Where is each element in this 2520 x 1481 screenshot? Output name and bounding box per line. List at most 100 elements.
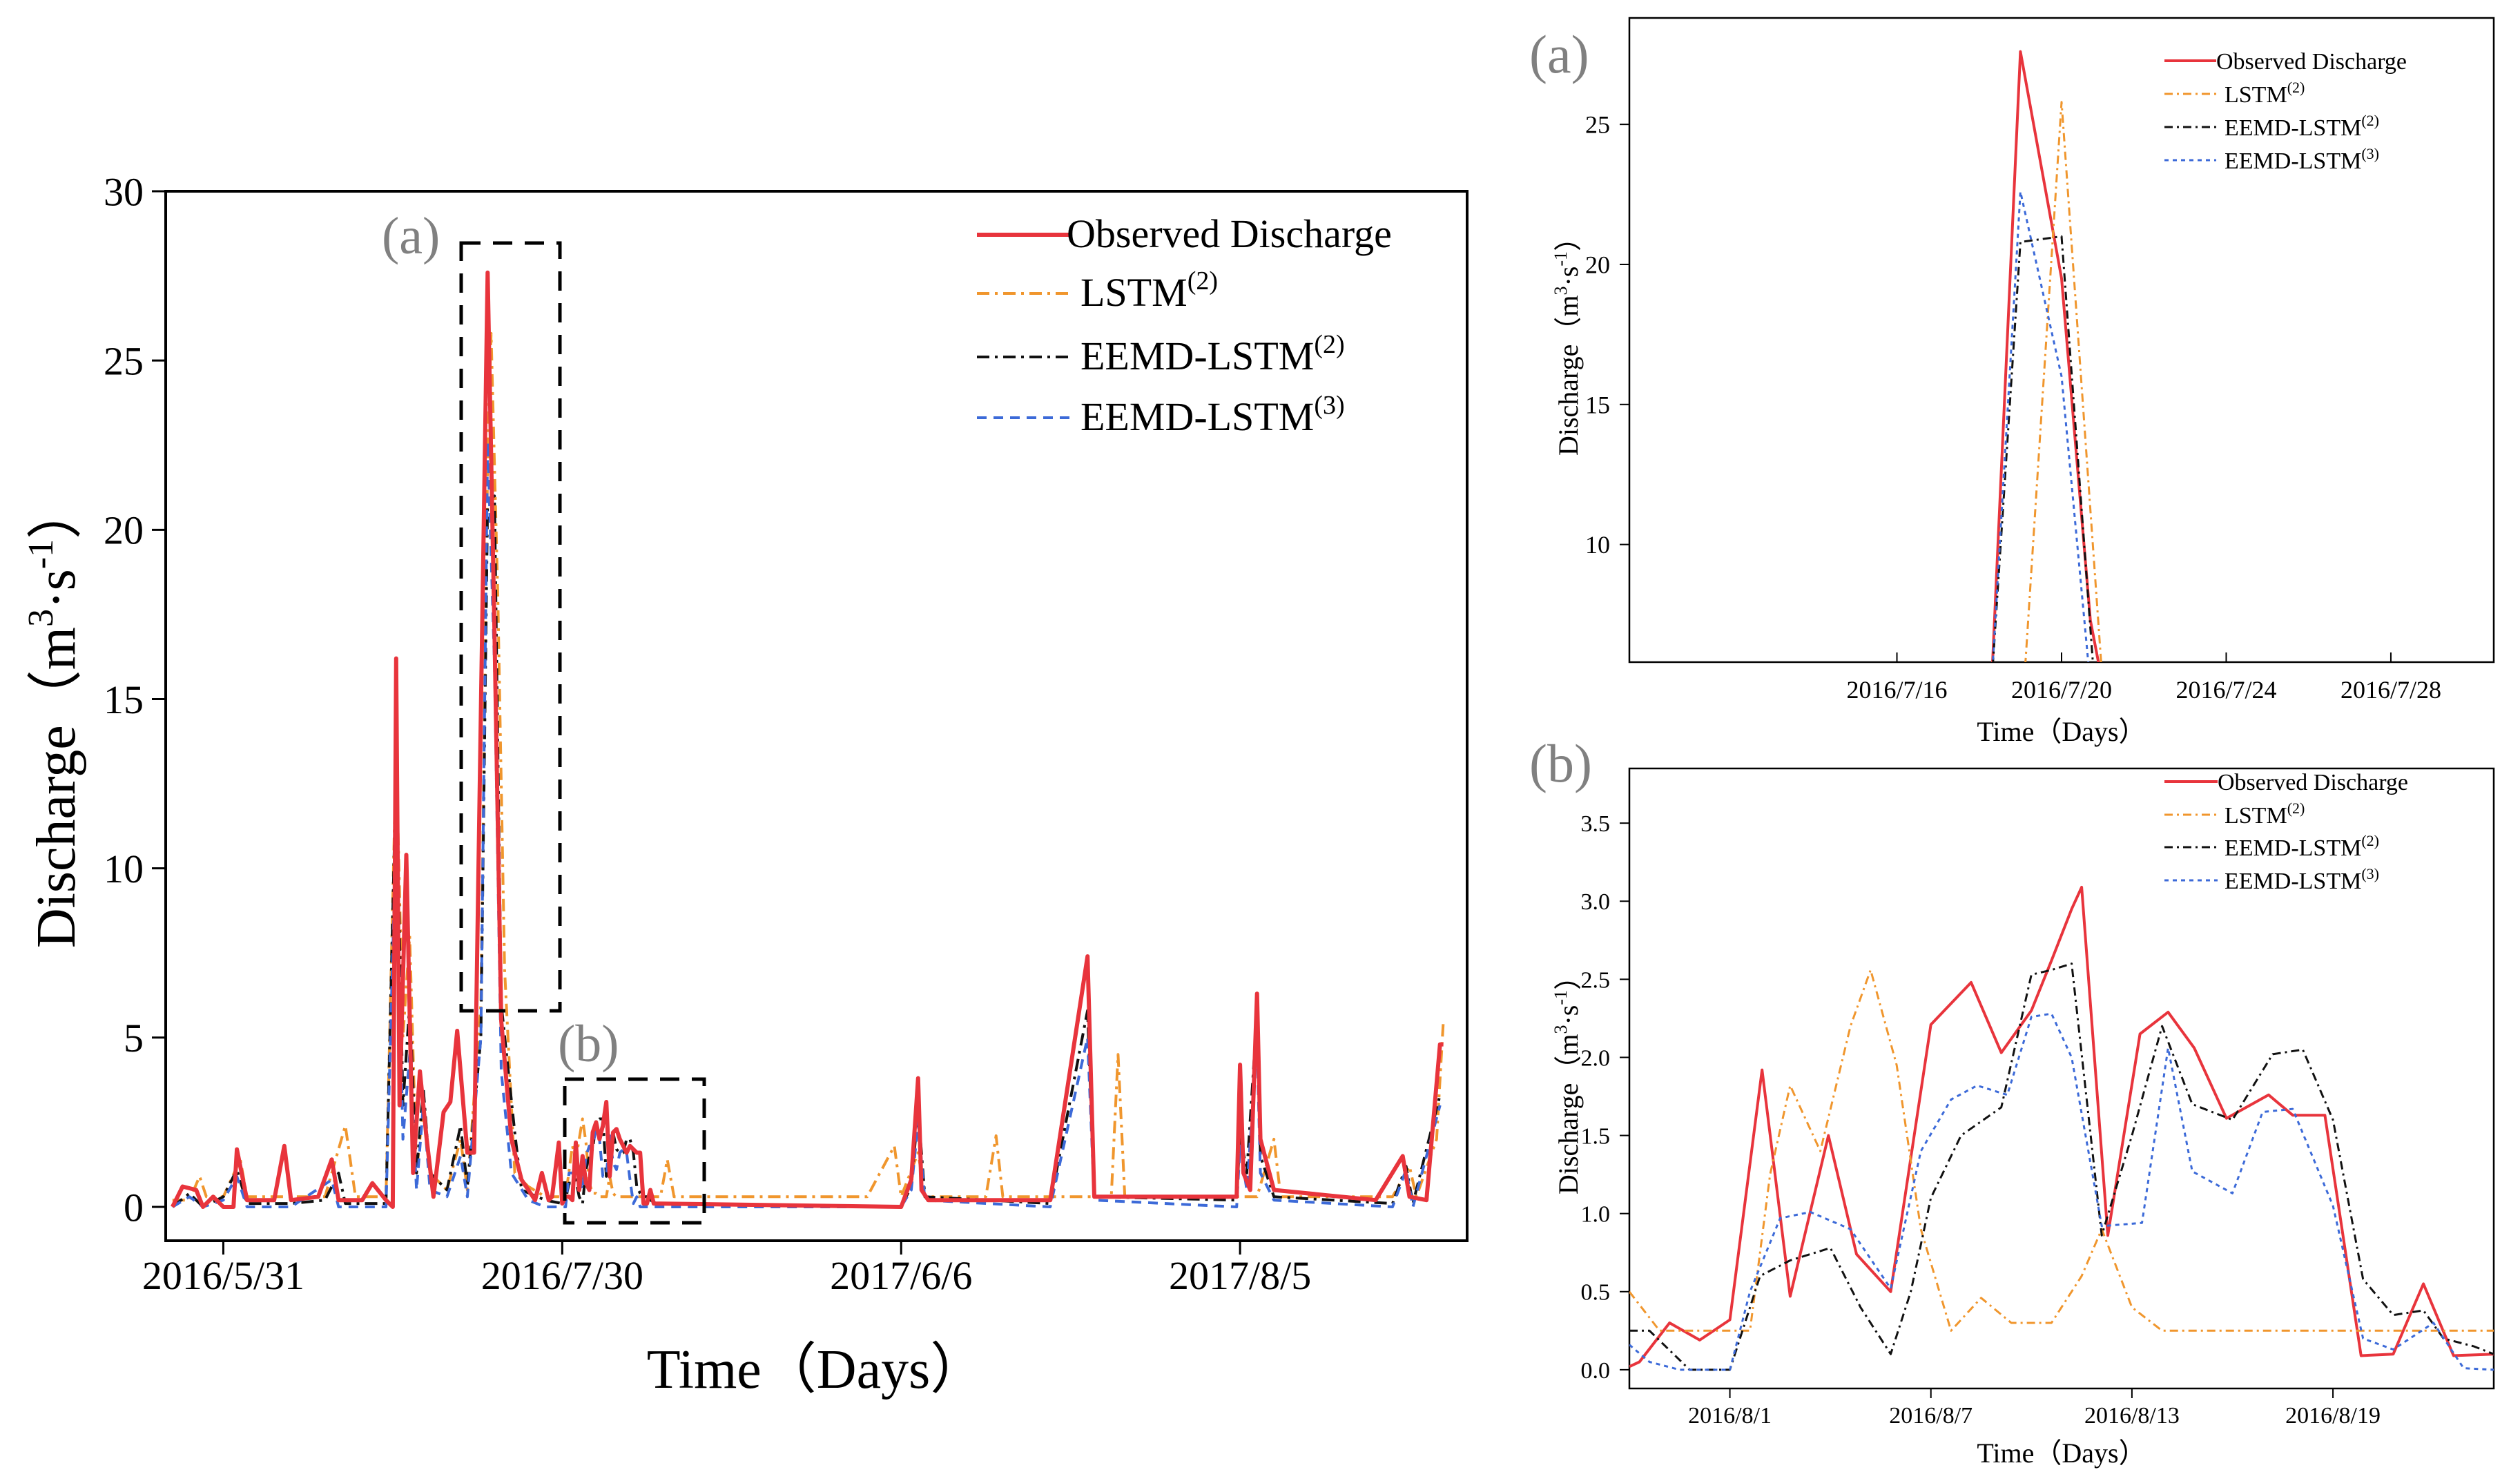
panel-b-y-title-text: Discharge（m [1553,1034,1584,1195]
b-ytick-label: 2.0 [1581,1045,1611,1071]
panel-a-y-title-mid: ·s [1553,267,1584,287]
panel-a-y-title-end: ） [1553,224,1584,251]
a-xtick-label: 2016/7/20 [2011,676,2112,704]
panel-a-legend-eemd3-name: EEMD-LSTM [2225,148,2361,174]
b-ytick-label: 0.0 [1581,1358,1611,1384]
panel-b-legend: Observed Discharge LSTM(2) EEMD-LSTM(2) … [2164,770,2408,894]
legend-label-eemd2-sup: (2) [1314,330,1344,359]
panel-a-axis-ticks: 10 15 20 25 2016/7/16 2016/7/20 2016/7/24 2016/… [1585,111,2441,704]
zoom-panel-a: (a) 10 15 20 25 2016/7/16 2016/7/20 2016/7/24 2… [1529,17,2495,747]
legend-label-eemd3-sup: (3) [1314,391,1344,420]
a-series-3 [1992,191,2090,662]
panel-b-legend-eemd3-sup: (3) [2361,865,2379,882]
panel-a-legend-label-eemd3: EEMD-LSTM(3) [2225,145,2379,174]
main-y-axis-title: Discharge（m3·s-1） [21,484,87,948]
main-ytick-label: 10 [104,846,144,891]
b-series-2 [1629,962,2494,1371]
panel-a-legend-label-lstm: LSTM(2) [2225,79,2305,108]
main-ytick-label: 30 [104,169,144,214]
panel-b-label: (b) [1529,733,1592,793]
panel-b-legend-eemd2-sup: (2) [2361,832,2379,849]
main-ytick-label: 25 [104,338,144,383]
panel-a-legend-lstm-sup: (2) [2287,79,2305,96]
main-ytick-label: 20 [104,508,144,553]
main-xtick-label: 2016/5/31 [142,1253,304,1298]
panel-b-legend-lstm-sup: (2) [2287,800,2305,817]
panel-a-label: (a) [1529,24,1589,84]
main-ytick-label: 0 [124,1185,144,1230]
panel-b-y-axis-title: Discharge（m3·s-1） [1551,962,1584,1194]
b-ytick-label: 2.5 [1581,967,1611,993]
main-x-axis-title: Time（Days） [647,1339,985,1400]
b-xtick-label: 2016/8/19 [2285,1403,2381,1429]
panel-b-x-axis-title: Time（Days） [1977,1438,2146,1469]
main-plot-frame [164,190,1469,1242]
main-axis-ticks: 0 5 10 15 20 25 30 2016/5/31 2016/7/30 2017/6/6 20… [104,169,1311,1298]
main-series-2 [171,494,1442,1208]
panel-a-y-title-text: Discharge（m [1553,296,1584,456]
a-ytick-label: 15 [1585,391,1610,418]
b-series-0 [1629,885,2494,1368]
legend-label-eemd3: EEMD-LSTM(3) [1080,391,1345,439]
main-y-title-mid: ·s [26,569,87,609]
b-xtick-label: 2016/8/1 [1688,1403,1772,1429]
zoom-box-b [563,1077,706,1225]
b-xtick-label: 2016/8/13 [2084,1403,2180,1429]
zoom-panel-b: (b) 0.0 0.5 1.0 1.5 2.0 2.5 3.0 3.5 2016/8/1 2016… [1529,733,2495,1469]
zoom-box-a-label: (a) [382,207,440,265]
panel-a-legend-label-observed: Observed Discharge [2216,49,2407,75]
main-y-title-text: Discharge（m [26,627,87,948]
a-xtick-label: 2016/7/16 [1847,676,1948,704]
b-xtick-label: 2016/8/7 [1889,1403,1973,1429]
legend-label-lstm: LSTM(2) [1080,267,1218,315]
a-ytick-label: 10 [1585,531,1610,559]
b-ytick-label: 0.5 [1581,1280,1611,1306]
panel-b-legend-eemd3-name: EEMD-LSTM [2225,869,2361,894]
b-ytick-label: 3.5 [1581,811,1611,837]
a-ytick-label: 25 [1585,111,1610,139]
panel-b-legend-label-eemd3: EEMD-LSTM(3) [2225,865,2379,894]
a-xtick-label: 2016/7/24 [2175,676,2276,704]
a-series-1 [2024,101,2102,662]
panel-a-y-title-sup2: -1 [1551,251,1571,267]
panel-a-plot-area [1991,50,2102,662]
legend-label-eemd2: EEMD-LSTM(2) [1080,330,1345,378]
panel-b-plot-area [1629,885,2494,1371]
main-chart: 0 5 10 15 20 25 30 2016/5/31 2016/7/30 2017/6/6 20… [21,169,1469,1400]
panel-a-legend-eemd2-name: EEMD-LSTM [2225,115,2361,141]
panel-b-legend-label-eemd2: EEMD-LSTM(2) [2225,832,2379,861]
main-plot-area [171,270,1445,1209]
panel-b-y-title-mid: ·s [1553,1005,1584,1025]
main-ytick-label: 5 [124,1016,144,1061]
panel-b-legend-label-observed: Observed Discharge [2218,770,2408,795]
zoom-box-b-label: (b) [558,1015,619,1073]
panel-b-y-title-sup2: -1 [1551,990,1571,1005]
main-y-title-sup2: -1 [21,539,61,569]
panel-a-y-title-sup1: 3 [1551,287,1571,296]
legend-label-eemd3-name: EEMD-LSTM [1080,394,1314,439]
a-ytick-label: 20 [1585,251,1610,279]
legend-label-lstm-sup: (2) [1188,267,1218,296]
legend-label-observed: Observed Discharge [1067,211,1392,256]
main-series-0 [171,270,1444,1209]
legend-label-eemd2-name: EEMD-LSTM [1080,333,1314,378]
a-series-2 [1992,235,2094,662]
panel-b-y-title-sup1: 3 [1551,1025,1571,1034]
panel-a-legend: Observed Discharge LSTM(2) EEMD-LSTM(2) … [2164,49,2407,174]
main-legend: Observed Discharge LSTM(2) EEMD-LSTM(2) … [977,211,1392,439]
panel-a-legend-eemd3-sup: (3) [2361,145,2379,162]
a-xtick-label: 2016/7/28 [2340,676,2441,704]
b-series-1 [1629,969,2494,1332]
main-series-3 [171,440,1442,1208]
main-y-title-sup1: 3 [21,609,61,627]
panel-a-legend-lstm-name: LSTM [2225,82,2287,108]
b-series-3 [1629,1012,2494,1371]
panel-a-x-axis-title: Time（Days） [1977,716,2146,747]
b-ytick-label: 3.0 [1581,889,1611,915]
panel-b-y-title-end: ） [1553,962,1584,990]
legend-label-lstm-name: LSTM [1080,270,1188,315]
main-xtick-label: 2016/7/30 [481,1253,643,1298]
b-ytick-label: 1.5 [1581,1123,1611,1149]
panel-b-legend-lstm-name: LSTM [2225,803,2287,829]
